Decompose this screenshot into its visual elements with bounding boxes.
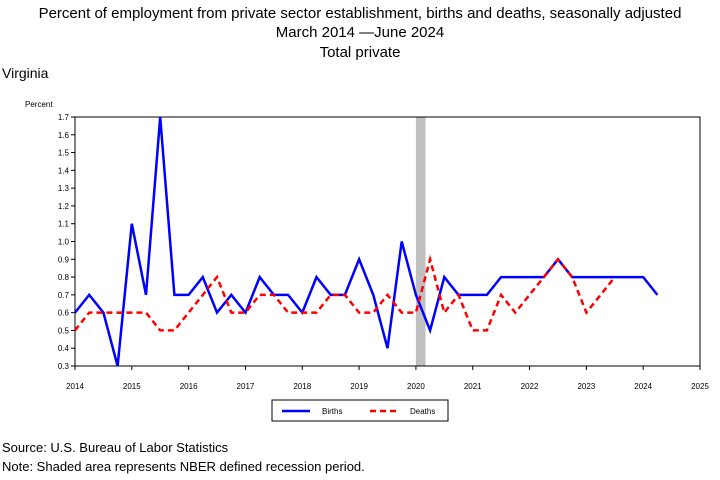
legend-label-births: Births xyxy=(322,407,342,416)
source-note: Source: U.S. Bureau of Labor Statistics xyxy=(2,440,229,455)
y-tick-label: 1.6 xyxy=(58,131,70,140)
area-label: Virginia xyxy=(2,65,49,81)
x-tick-label: 2020 xyxy=(407,382,425,391)
legend-label-deaths: Deaths xyxy=(410,407,435,416)
x-tick-label: 2024 xyxy=(634,382,652,391)
y-tick-label: 0.9 xyxy=(58,255,70,264)
x-tick-label: 2021 xyxy=(464,382,482,391)
y-tick-label: 1.5 xyxy=(58,149,70,158)
recession-shade xyxy=(415,117,426,366)
y-tick-label: 1.7 xyxy=(58,113,70,122)
y-tick-label: 0.7 xyxy=(58,291,70,300)
chart-subtitle-industry: Total private xyxy=(319,44,401,61)
y-tick-label: 0.6 xyxy=(58,309,70,318)
y-tick-label: 1.2 xyxy=(58,202,70,211)
y-tick-label: 1.3 xyxy=(58,184,70,193)
chart-title: Percent of employment from private secto… xyxy=(38,5,682,22)
y-tick-label: 0.5 xyxy=(58,326,70,335)
series-line-births xyxy=(74,116,659,367)
recession-note: Note: Shaded area represents NBER define… xyxy=(2,459,365,474)
series-line-deaths xyxy=(74,254,616,332)
plot-frame xyxy=(74,116,701,367)
x-tick-label: 2019 xyxy=(350,382,368,391)
x-tick-label: 2014 xyxy=(66,382,84,391)
y-tick-label: 0.8 xyxy=(58,273,70,282)
y-tick-label: 0.3 xyxy=(58,362,70,371)
x-tick-label: 2016 xyxy=(180,382,198,391)
chart-subtitle-period: March 2014 —June 2024 xyxy=(275,24,445,41)
x-tick-label: 2023 xyxy=(577,382,595,391)
y-tick-label: 0.4 xyxy=(58,344,70,353)
legend-box xyxy=(271,399,449,422)
y-tick-label: 1.1 xyxy=(58,220,70,229)
x-tick-label: 2015 xyxy=(123,382,141,391)
y-tick-label: 1.4 xyxy=(58,166,70,175)
y-axis-label: Percent xyxy=(25,100,53,109)
x-tick-label: 2018 xyxy=(293,382,311,391)
x-tick-label: 2022 xyxy=(521,382,539,391)
y-tick-label: 1.0 xyxy=(58,238,70,247)
x-tick-label: 2025 xyxy=(691,382,709,391)
x-tick-label: 2017 xyxy=(237,382,255,391)
